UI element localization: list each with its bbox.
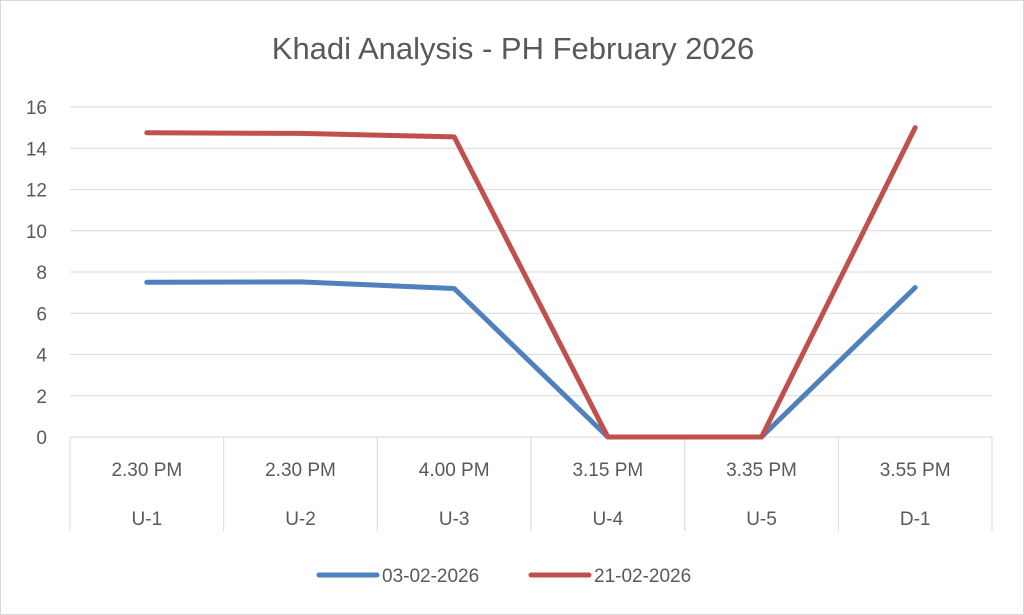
axes: 0 2 4 6 8 10 12 14 16 2.30 PM U-1 2.30 PM U-2 4.00 PM… xyxy=(26,98,993,531)
legend-label: 21-02-2026 xyxy=(594,566,691,587)
x-tick-label-unit: U-3 xyxy=(439,509,470,530)
x-tick-label-time: 3.15 PM xyxy=(572,460,643,481)
series-lines xyxy=(144,125,918,440)
x-tick-label-time: 2.30 PM xyxy=(111,460,182,481)
x-tick-label-unit: U-2 xyxy=(285,509,316,530)
x-tick-label-time: 3.55 PM xyxy=(880,460,951,481)
legend: 03-02-2026 21-02-2026 xyxy=(316,566,691,587)
y-tick-label: 6 xyxy=(36,304,47,325)
y-tick-label: 2 xyxy=(36,387,47,408)
y-tick-label: 14 xyxy=(26,139,48,160)
x-tick-label-unit: U-1 xyxy=(132,509,163,530)
chart-title: Khadi Analysis - PH February 2026 xyxy=(272,31,754,66)
y-tick-label: 8 xyxy=(36,263,47,284)
x-tick-label-time: 4.00 PM xyxy=(419,460,490,481)
x-tick-label-unit: U-4 xyxy=(593,509,624,530)
y-tick-label: 0 xyxy=(36,428,47,449)
x-tick-label-unit: U-5 xyxy=(746,509,777,530)
y-tick-label: 4 xyxy=(36,346,47,367)
legend-label: 03-02-2026 xyxy=(382,566,479,587)
y-tick-label: 12 xyxy=(26,181,47,202)
y-tick-label: 10 xyxy=(26,222,47,243)
x-tick-label-time: 2.30 PM xyxy=(265,460,336,481)
series-line-21-02-2026 xyxy=(144,125,918,440)
x-tick-label-unit: D-1 xyxy=(900,509,931,530)
x-tick-label-time: 3.35 PM xyxy=(726,460,797,481)
series-line-03-02-2026 xyxy=(144,279,918,440)
gridlines xyxy=(70,106,992,397)
y-tick-label: 16 xyxy=(26,98,47,119)
